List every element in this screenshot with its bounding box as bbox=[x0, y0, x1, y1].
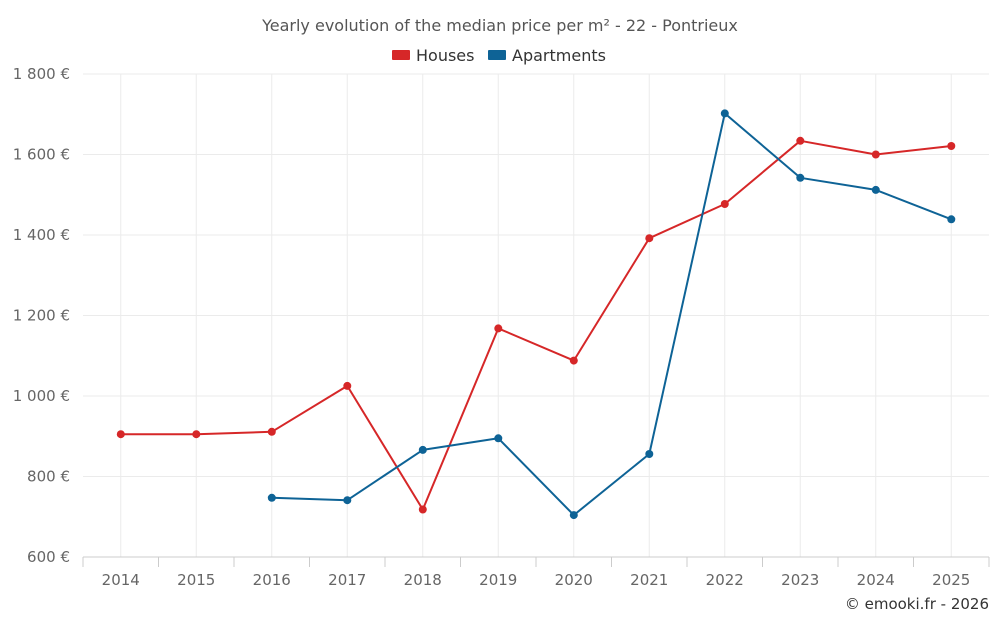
data-point-houses-2020[interactable] bbox=[569, 356, 578, 365]
data-point-apartments-2022[interactable] bbox=[720, 109, 729, 118]
y-tick-label: 800 € bbox=[27, 468, 70, 486]
series-apartments bbox=[267, 109, 956, 520]
legend-swatch-apartments bbox=[488, 50, 506, 60]
x-tick-label: 2020 bbox=[555, 571, 593, 589]
axes: 600 € 800 € 1 000 € 1 200 € 1 400 € 1 600 € 1 … bbox=[13, 65, 990, 589]
legend: Houses Apartments bbox=[392, 46, 606, 65]
data-point-apartments-2025[interactable] bbox=[947, 215, 956, 224]
series-houses bbox=[116, 136, 956, 514]
credit-text: © emooki.fr - 2026 bbox=[845, 595, 989, 613]
x-tick-label: 2021 bbox=[630, 571, 668, 589]
legend-label-apartments: Apartments bbox=[512, 46, 606, 65]
data-point-houses-2016[interactable] bbox=[267, 427, 276, 436]
legend-item-apartments[interactable]: Apartments bbox=[488, 46, 606, 65]
data-point-houses-2014[interactable] bbox=[116, 430, 125, 439]
y-tick-label: 1 000 € bbox=[13, 387, 70, 405]
data-point-houses-2024[interactable] bbox=[871, 150, 880, 159]
data-point-houses-2025[interactable] bbox=[947, 142, 956, 150]
data-point-houses-2022[interactable] bbox=[720, 200, 729, 208]
y-tick-label: 1 400 € bbox=[13, 226, 70, 244]
data-point-apartments-2019[interactable] bbox=[494, 434, 503, 443]
chart-title: Yearly evolution of the median price per… bbox=[261, 16, 738, 35]
legend-swatch-houses bbox=[392, 50, 410, 60]
x-tick-label: 2014 bbox=[102, 571, 140, 589]
data-point-houses-2015[interactable] bbox=[192, 430, 201, 439]
data-point-apartments-2020[interactable] bbox=[569, 511, 578, 520]
grid bbox=[83, 73, 989, 557]
x-tick-label: 2022 bbox=[706, 571, 744, 589]
data-point-houses-2021[interactable] bbox=[645, 234, 654, 243]
x-tick-label: 2017 bbox=[328, 571, 366, 589]
data-point-apartments-2023[interactable] bbox=[796, 173, 805, 182]
y-tick-label: 1 600 € bbox=[13, 146, 70, 164]
x-tick-label: 2019 bbox=[479, 571, 517, 589]
x-tick-label: 2018 bbox=[404, 571, 442, 589]
series-line-apartments bbox=[271, 112, 952, 517]
legend-label-houses: Houses bbox=[416, 46, 474, 65]
legend-item-houses[interactable]: Houses bbox=[392, 46, 474, 65]
data-point-apartments-2024[interactable] bbox=[871, 185, 880, 194]
y-tick-label: 1 800 € bbox=[13, 65, 70, 83]
x-tick-label: 2016 bbox=[253, 571, 291, 589]
x-tick-label: 2024 bbox=[857, 571, 895, 589]
data-point-apartments-2017[interactable] bbox=[343, 496, 352, 505]
y-tick-label: 1 200 € bbox=[13, 307, 70, 325]
data-point-houses-2018[interactable] bbox=[418, 505, 427, 514]
data-point-apartments-2018[interactable] bbox=[418, 445, 427, 454]
data-point-houses-2019[interactable] bbox=[494, 324, 503, 333]
data-point-apartments-2021[interactable] bbox=[645, 450, 654, 458]
series bbox=[116, 109, 956, 520]
y-tick-label: 600 € bbox=[27, 548, 70, 566]
x-tick-label: 2015 bbox=[177, 571, 215, 589]
x-tick-label: 2023 bbox=[781, 571, 819, 589]
data-point-houses-2023[interactable] bbox=[796, 136, 805, 145]
data-point-apartments-2016[interactable] bbox=[267, 493, 276, 502]
x-tick-label: 2025 bbox=[932, 571, 970, 589]
data-point-houses-2017[interactable] bbox=[343, 381, 352, 390]
series-line-houses bbox=[120, 139, 952, 511]
